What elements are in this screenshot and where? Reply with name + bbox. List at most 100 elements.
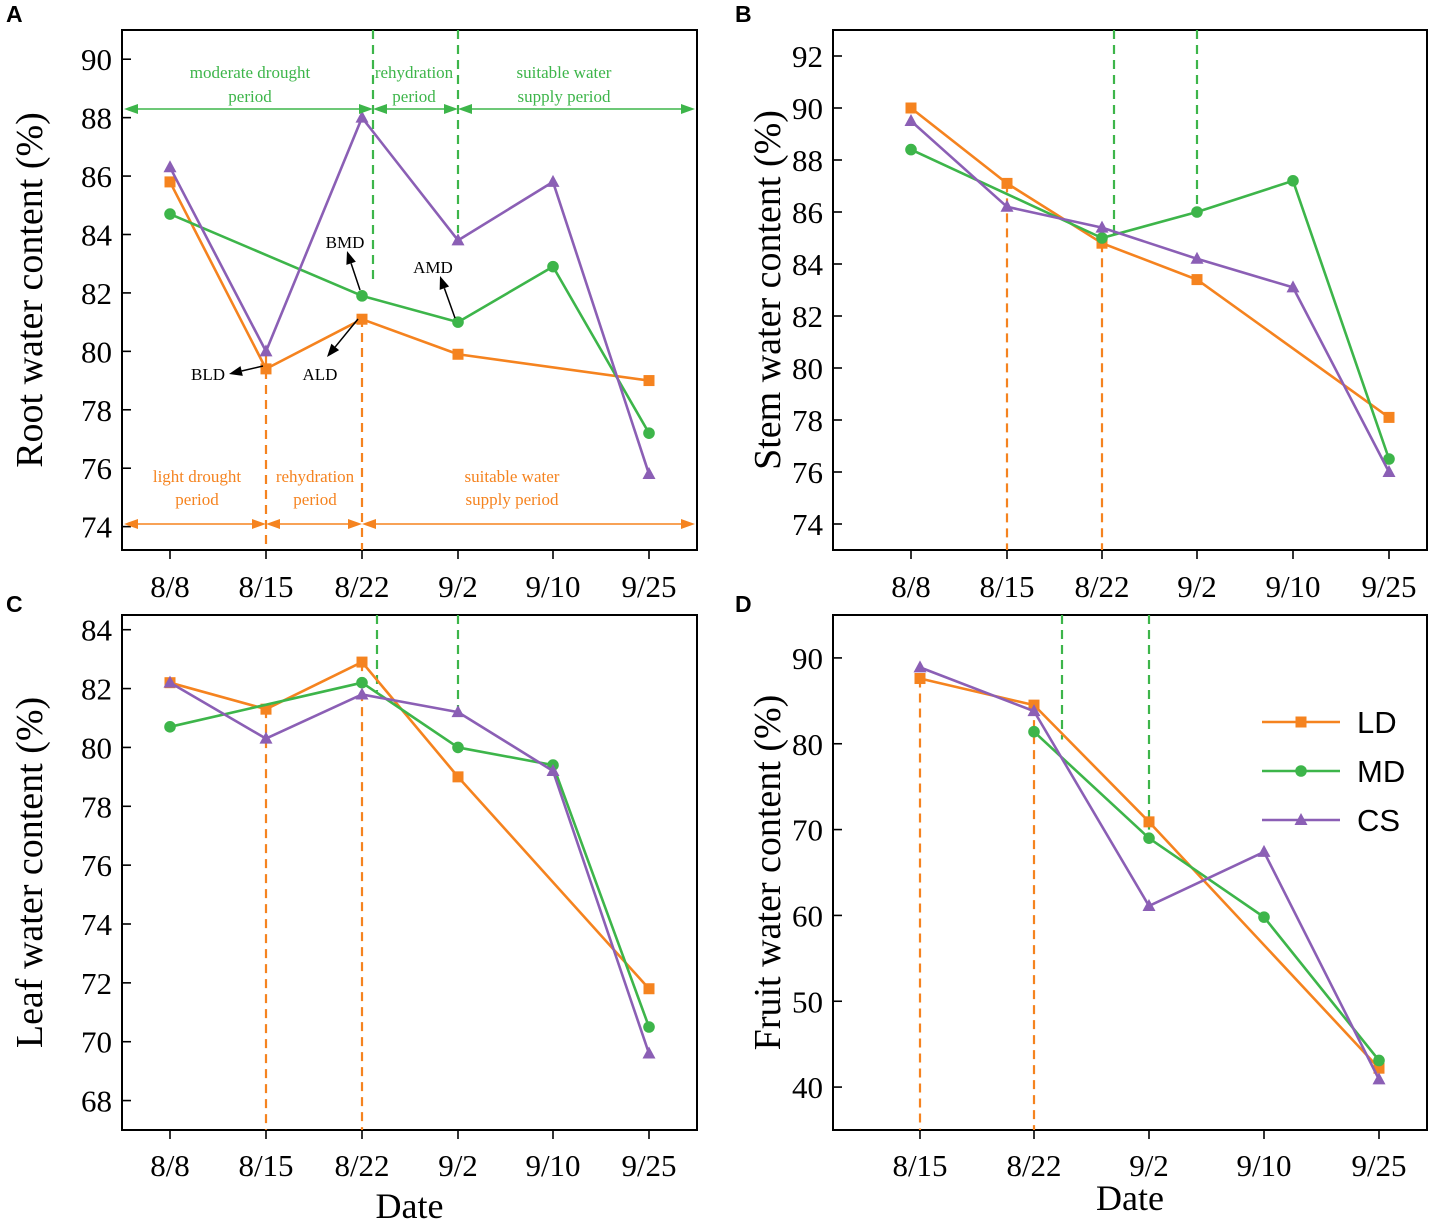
x-tick-label-a: 9/2 <box>438 569 478 604</box>
period-arrow-light-1-head-right <box>252 519 266 529</box>
data-point-md-c <box>164 721 176 733</box>
period-arrow-moderate-1-head-right <box>359 104 373 114</box>
legend-label-cs: CS <box>1357 803 1400 838</box>
period-label-moderate-2: period <box>392 87 436 106</box>
data-point-ld-c <box>643 983 655 995</box>
annotation-arrow-ald-line <box>334 318 359 348</box>
x-axis-title-c: Date <box>376 1186 444 1221</box>
period-arrow-light-2-head-left <box>266 519 280 529</box>
y-tick-label-b: 78 <box>792 403 823 438</box>
x-tick-label-c: 8/8 <box>150 1148 190 1183</box>
plot-frame-a <box>121 29 698 551</box>
x-tick-label-d: 9/25 <box>1351 1148 1406 1183</box>
y-tick-label-a: 74 <box>81 510 113 545</box>
annotation-arrow-ald-head <box>327 343 340 357</box>
data-point-ld-a <box>164 176 176 188</box>
legend-marker-ld <box>1295 716 1307 728</box>
annotation-arrow-bld-head <box>229 366 243 376</box>
annotation-bmd: BMD <box>326 233 365 252</box>
data-point-md-a <box>547 260 559 273</box>
x-tick-label-d: 9/10 <box>1236 1148 1291 1183</box>
panel-letter-d: D <box>735 591 752 617</box>
panel-b: B 74 76 78 80 82 84 86 88 90 92 8/8 8/15 8/22 9/2 9/10 9… <box>735 1 1428 604</box>
annotation-arrow-amd-head <box>439 276 450 290</box>
x-tick-label-c: 8/15 <box>238 1148 293 1183</box>
x-tick-label-b: 9/2 <box>1177 569 1217 604</box>
y-tick-label-c: 84 <box>81 613 113 648</box>
x-tick-label-b: 9/25 <box>1361 569 1416 604</box>
annotation-arrow-amd <box>439 276 456 319</box>
data-point-cs-b <box>904 114 918 126</box>
period-label-light-3: suitable water <box>465 467 560 486</box>
y-tick-label-d: 80 <box>792 727 823 762</box>
x-tick-label-d: 9/2 <box>1129 1148 1169 1183</box>
data-point-ld-b <box>1383 411 1395 423</box>
data-point-md-a <box>643 427 655 439</box>
y-tick-label-a: 82 <box>81 276 112 311</box>
y-tick-label-b: 84 <box>792 247 824 282</box>
legend-marker-cs <box>1294 813 1308 825</box>
y-tick-label-c: 76 <box>81 848 112 883</box>
series-line-cs-c <box>169 681 651 1054</box>
series-line-cs-b <box>910 120 1391 473</box>
data-point-cs-b <box>1190 251 1204 264</box>
y-axis-title-b: Stem water content (%) <box>747 110 789 470</box>
period-label-light-2: rehydration <box>276 467 355 486</box>
data-point-cs-b <box>1286 280 1300 293</box>
x-tick-label-a: 9/10 <box>525 569 580 604</box>
period-arrow-light-2-head-right <box>348 519 362 529</box>
period-label-moderate-1: moderate drought <box>190 63 311 82</box>
data-point-cs-d <box>1027 704 1041 717</box>
y-tick-label-c: 70 <box>81 1025 112 1060</box>
data-point-cs-a <box>163 160 177 173</box>
x-axis-title-d: Date <box>1096 1178 1164 1218</box>
data-point-ld-a <box>452 348 464 360</box>
panel-letter-c: C <box>6 591 23 617</box>
data-point-ld-b <box>905 102 917 114</box>
data-point-md-d <box>1258 911 1270 923</box>
series-line-ld-a <box>168 181 650 382</box>
data-point-ld-a <box>643 375 655 387</box>
annotation-arrow-bld-line <box>241 365 264 372</box>
legend: LD MD CS <box>1262 705 1405 838</box>
x-tick-label-b: 8/22 <box>1074 569 1129 604</box>
data-point-cs-d <box>1372 1072 1386 1085</box>
y-tick-label-a: 86 <box>81 159 112 194</box>
y-tick-label-c: 80 <box>81 730 112 765</box>
y-axis-title-a: Root water content (%) <box>9 112 51 468</box>
data-point-md-c <box>452 741 464 754</box>
period-arrow-moderate-3 <box>458 104 695 114</box>
y-tick-label-b: 82 <box>792 299 823 334</box>
x-tick-label-b: 9/10 <box>1265 569 1320 604</box>
y-tick-label-a: 78 <box>81 393 112 428</box>
series-line-ld-d <box>919 677 1380 1070</box>
data-point-ld-b <box>1191 274 1203 286</box>
y-tick-label-b: 92 <box>792 39 823 74</box>
period-arrow-moderate-3-head-left <box>458 104 472 114</box>
panel-a: A 74 76 78 80 82 84 86 88 90 8/8 8/15 8/22 9/2 9/10 9/2… <box>6 1 698 604</box>
x-tick-label-a: 9/25 <box>621 569 676 604</box>
x-tick-label-c: 9/2 <box>438 1148 478 1183</box>
data-point-md-b <box>1383 453 1395 465</box>
data-point-cs-c <box>642 1046 656 1059</box>
annotation-arrow-bmd-head <box>346 251 356 265</box>
data-point-cs-a <box>259 344 273 357</box>
y-tick-label-b: 76 <box>792 455 823 490</box>
period-label-moderate-2: rehydration <box>375 63 454 82</box>
data-point-cs-c <box>355 687 369 700</box>
y-axis-title-c: Leaf water content (%) <box>9 697 51 1048</box>
period-label-light-2: period <box>293 490 337 509</box>
data-point-ld-a <box>260 363 272 375</box>
y-tick-label-d: 40 <box>792 1070 823 1105</box>
y-tick-label-a: 90 <box>81 42 112 77</box>
data-point-cs-a <box>642 467 656 480</box>
y-tick-label-d: 70 <box>792 813 823 848</box>
data-point-ld-d <box>1373 1062 1385 1074</box>
data-point-md-b <box>905 143 917 156</box>
period-arrow-moderate-3-head-right <box>681 104 695 114</box>
period-arrow-light-3 <box>362 519 695 529</box>
annotation-arrow-bmd-line <box>350 263 361 291</box>
y-tick-label-a: 88 <box>81 101 112 136</box>
data-point-ld-d <box>914 673 926 685</box>
panel-letter-b: B <box>735 1 752 27</box>
